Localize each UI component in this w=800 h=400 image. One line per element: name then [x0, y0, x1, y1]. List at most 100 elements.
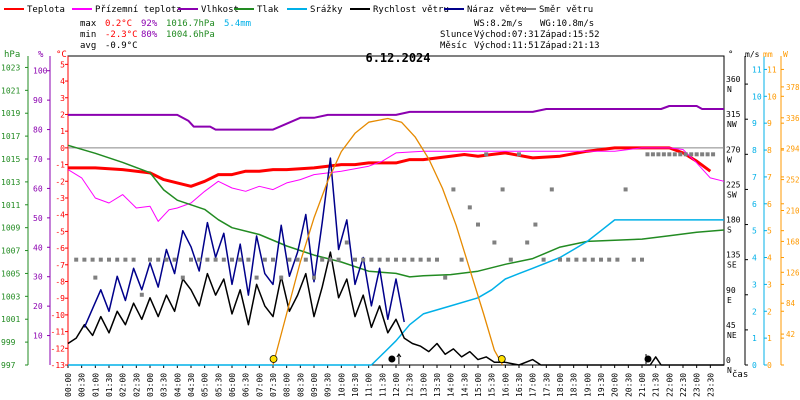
wind-direction-point	[615, 257, 620, 262]
wind-direction-point	[385, 257, 390, 262]
stat-avg-label: avg	[80, 41, 96, 51]
wind-direction-point	[484, 152, 489, 157]
humidity-tick-label: 40	[33, 243, 43, 252]
wind-direction-point	[303, 257, 308, 262]
rain-tick-label: 7	[767, 173, 772, 182]
wind-direction-point	[295, 257, 300, 262]
pressure-tick-label: 1007	[1, 247, 20, 256]
wind-tick-label: 0	[752, 361, 757, 370]
wind-direction-point	[705, 152, 710, 157]
wind-direction-point	[197, 257, 202, 262]
wind-direction-point	[344, 240, 349, 245]
time-tick-label: 05:00	[201, 373, 210, 397]
wind-direction-point	[607, 257, 612, 262]
pressure-tick-label: 1017	[1, 132, 20, 141]
stat-min-temp: -2.3°C	[105, 30, 138, 40]
direction-unit: °	[728, 50, 733, 60]
humidity-tick-label: 60	[33, 184, 43, 193]
wind-direction-point	[711, 152, 716, 157]
rain-tick-label: 5	[767, 227, 772, 236]
stats-panel: max 0.2°C 92% 1016.7hPa 5.4mm min -2.3°C…	[80, 19, 600, 51]
series-line-6	[83, 157, 405, 328]
time-tick-label: 10:00	[337, 373, 346, 397]
wind-direction-point	[115, 257, 120, 262]
time-tick-label: 16:30	[515, 373, 524, 397]
wind-direction-point	[74, 257, 79, 262]
wind-direction-point	[599, 257, 603, 262]
stat-sun-rise: Východ:07:31	[474, 30, 539, 40]
wind-direction-point	[139, 292, 144, 297]
time-unit: čas	[732, 369, 748, 380]
wind-direction-point	[661, 152, 666, 157]
direction-tick-degrees: 135	[726, 251, 741, 260]
series-line-4	[68, 219, 724, 366]
temperature-unit: °C	[56, 50, 67, 60]
time-tick-label: 23:00	[693, 373, 702, 397]
direction-tick-degrees: 0	[726, 356, 731, 365]
series-line-5	[67, 251, 724, 366]
time-tick-label: 04:30	[187, 373, 196, 397]
direction-tick-name: SE	[727, 261, 737, 270]
sunset-marker	[497, 355, 506, 363]
pressure-tick-label: 1003	[1, 292, 20, 301]
time-tick-label: 03:30	[160, 373, 169, 397]
time-tick-label: 04:00	[173, 373, 182, 397]
pressure-tick-label: 1005	[1, 269, 20, 278]
legend-label: Přízemní teplota	[95, 5, 182, 15]
wind-direction-point	[156, 257, 161, 262]
solar-tick-label: 378	[786, 83, 800, 92]
temperature-tick-label: -13	[51, 361, 66, 370]
pressure-tick-label: 1013	[1, 178, 20, 187]
wind-direction-point	[689, 152, 694, 157]
wind-direction-point	[312, 275, 316, 280]
rain-tick-label: 8	[767, 146, 772, 155]
wind-direction-point	[435, 257, 439, 262]
wind-direction-point	[508, 257, 513, 262]
rain-tick-label: 3	[767, 280, 772, 289]
wind-direction-point	[650, 152, 655, 157]
wind-direction-point	[287, 257, 292, 262]
direction-tick-name: NW	[727, 120, 737, 129]
time-tick-label: 11:30	[378, 373, 387, 397]
stat-min-press: 1004.6hPa	[166, 30, 215, 40]
wind-tick-label: 1	[752, 334, 757, 343]
time-tick-label: 19:00	[583, 373, 592, 397]
stat-min-hum: 80%	[141, 30, 158, 40]
stat-min-label: min	[80, 30, 96, 40]
wind-direction-point	[123, 257, 128, 262]
series-line-3	[67, 144, 725, 278]
humidity-unit: %	[38, 50, 44, 60]
wind-direction-point	[700, 152, 705, 157]
temperature-tick-label: 1	[60, 127, 65, 136]
rain-tick-label: 4	[767, 254, 772, 263]
wind-direction-point	[582, 257, 587, 262]
stat-sun-label: Slunce	[440, 30, 473, 40]
wind-direction-point	[213, 257, 218, 262]
wind-tick-label: 6	[752, 200, 757, 209]
wind-direction-point	[500, 187, 505, 192]
solar-tick-label: 84	[786, 299, 796, 308]
axes: 9979991001100310051007100910111013101510…	[1, 50, 800, 397]
time-tick-label: 05:30	[214, 373, 223, 397]
pressure-tick-label: 1015	[1, 155, 20, 164]
wind-direction-point	[492, 240, 497, 245]
wind-direction-point	[517, 152, 521, 157]
legend-label: Směr větru	[539, 5, 593, 15]
humidity-tick-label: 70	[33, 155, 43, 164]
temperature-tick-label: -2	[55, 177, 65, 186]
direction-tick-degrees: 180	[726, 216, 741, 225]
wind-direction-point	[172, 257, 177, 262]
rain-tick-label: 0	[767, 361, 772, 370]
stat-wg: WG:10.8m/s	[540, 19, 594, 29]
time-tick-label: 14:30	[460, 373, 469, 397]
time-tick-label: 00:30	[78, 373, 87, 397]
wind-direction-point	[246, 257, 251, 262]
series-line-7	[272, 117, 504, 366]
time-tick-label: 18:00	[556, 373, 565, 397]
time-tick-label: 01:30	[105, 373, 114, 397]
rain-tick-label: 6	[767, 200, 772, 209]
temperature-tick-label: -11	[51, 328, 66, 337]
direction-tick-degrees: 90	[726, 286, 736, 295]
solar-tick-label: 210	[786, 207, 800, 216]
